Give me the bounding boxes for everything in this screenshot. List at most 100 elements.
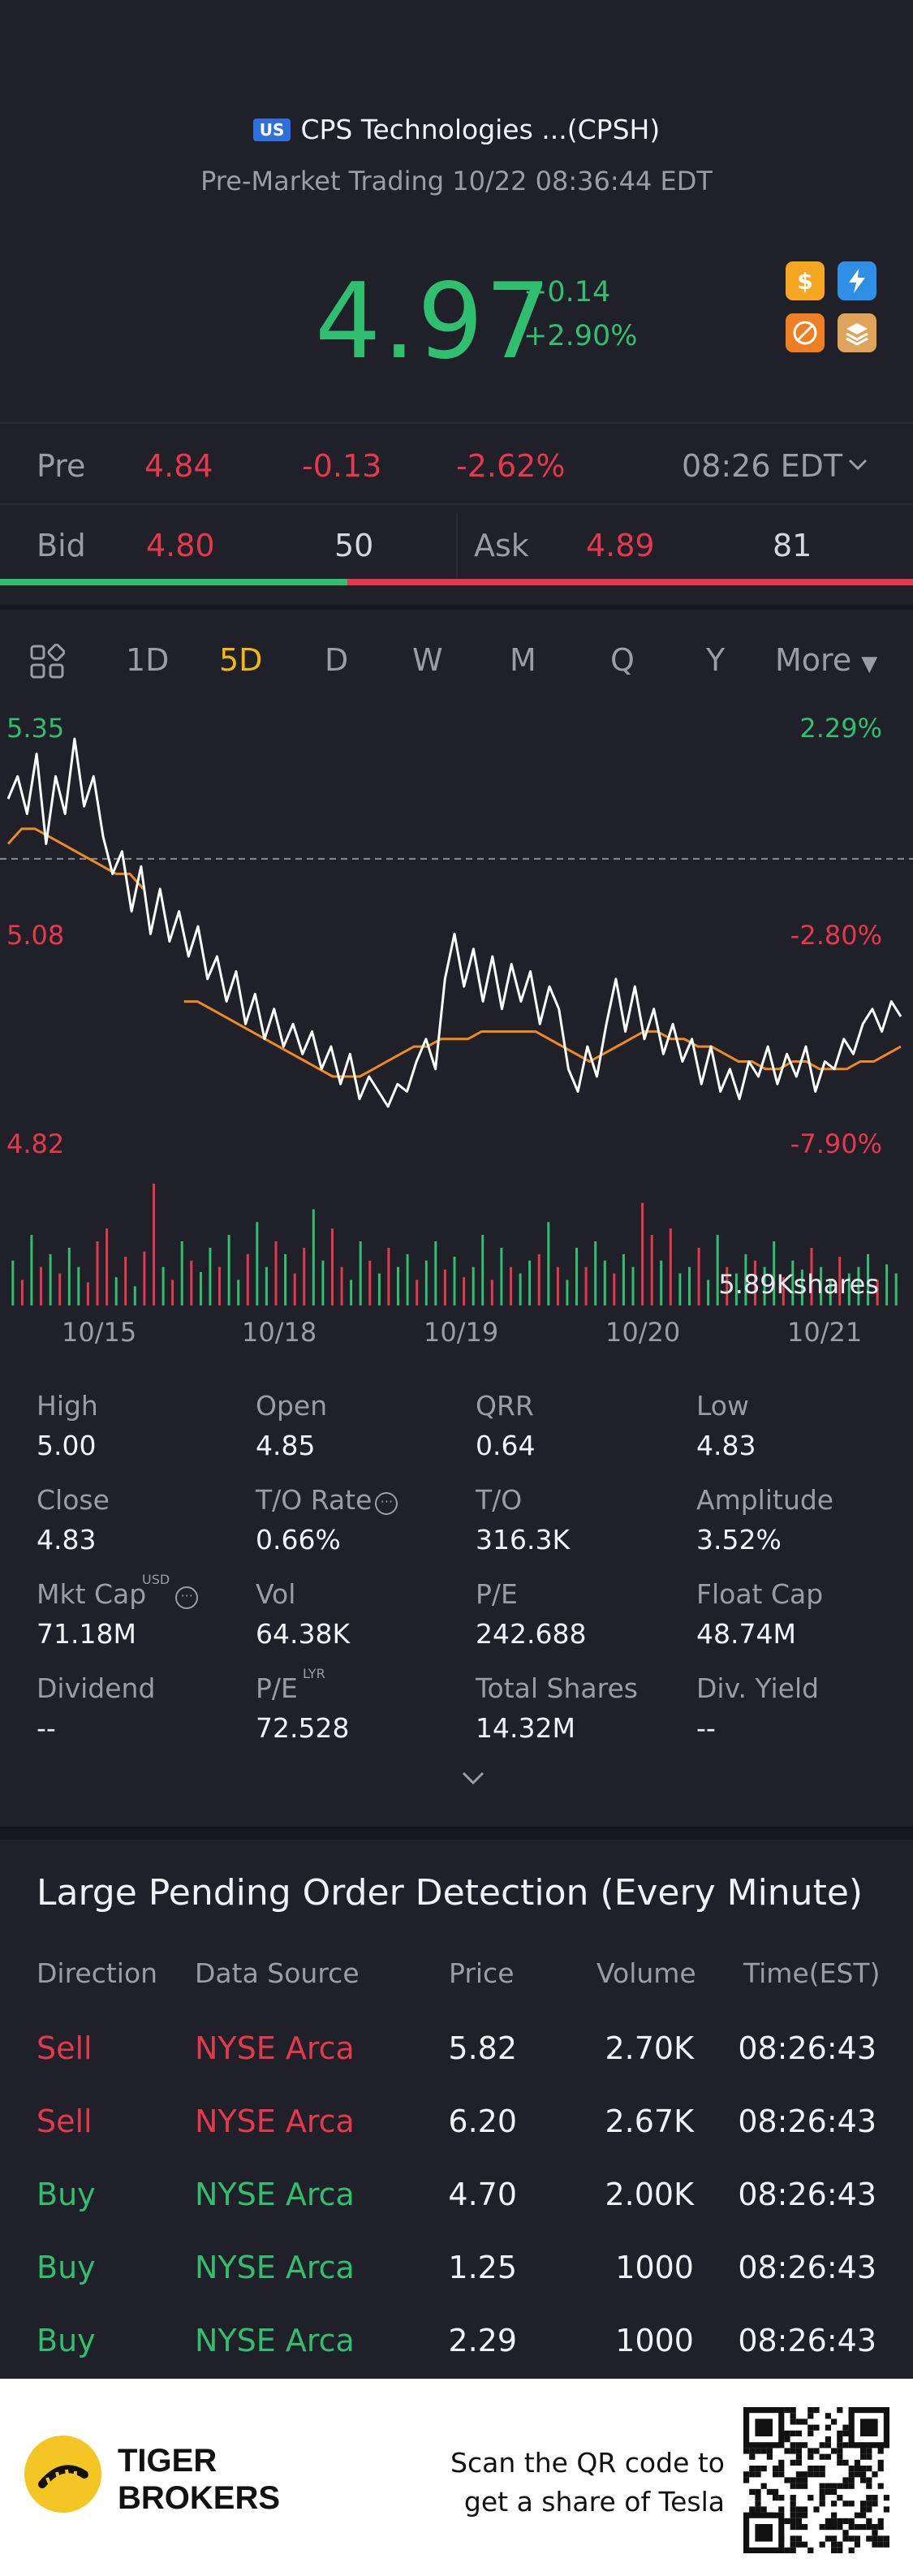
qr-module: [860, 2500, 867, 2507]
qr-module: [819, 2495, 825, 2501]
volume-bar: [40, 1266, 42, 1305]
qr-module: [802, 2471, 808, 2478]
qr-module: [883, 2535, 889, 2542]
chart-canvas[interactable]: [0, 714, 913, 1348]
tab-d[interactable]: D: [325, 642, 349, 678]
stat-label: Close: [37, 1484, 110, 1516]
order-volume: 1000: [615, 2250, 694, 2285]
dollar-icon[interactable]: $: [786, 261, 825, 300]
price-chart[interactable]: 5.35 5.08 4.82 2.29% -2.80% -7.90% 5.89K…: [0, 713, 913, 1348]
volume-bar: [161, 1266, 165, 1305]
volume-bar: [519, 1273, 522, 1305]
qr-module: [866, 2483, 872, 2489]
qr-module: [854, 2535, 860, 2542]
qr-module: [848, 2524, 855, 2531]
qr-module: [795, 2471, 802, 2478]
tab-q[interactable]: Q: [610, 642, 635, 678]
tab-5d[interactable]: 5D: [219, 642, 263, 678]
stat-vol: Vol 64.38K: [256, 1578, 350, 1650]
volume-bar: [603, 1260, 606, 1305]
qr-module: [883, 2541, 889, 2548]
tab-y[interactable]: Y: [706, 642, 726, 678]
volume-bar: [124, 1257, 127, 1305]
qr-module: [866, 2518, 872, 2524]
qr-module: [860, 2419, 878, 2436]
qr-module: [866, 2495, 872, 2501]
stats-grid: High 5.00 Open 4.85 QRR 0.64 Low 4.83 Close 4…: [0, 1380, 913, 1835]
qr-module: [807, 2413, 814, 2419]
qr-module: [825, 2413, 831, 2419]
qr-module: [877, 2448, 884, 2454]
volume-bar: [190, 1260, 193, 1305]
layout-grid-icon[interactable]: [29, 643, 66, 683]
expand-chevron-icon[interactable]: [459, 1768, 488, 1791]
tab-more[interactable]: More ▼: [775, 642, 877, 678]
volume-bar: [556, 1266, 559, 1305]
stack-icon[interactable]: [838, 313, 876, 352]
qr-module: [778, 2466, 785, 2472]
order-price: 2.29: [448, 2323, 517, 2358]
more-info-icon[interactable]: ···: [375, 1492, 398, 1515]
order-time: 08:26:43: [738, 2030, 876, 2066]
volume-bar: [575, 1247, 578, 1305]
volume-bar: [20, 1279, 24, 1305]
qr-module: [825, 2483, 831, 2489]
tab-m[interactable]: M: [510, 642, 536, 678]
volume-bar: [857, 1266, 860, 1305]
qr-module: [837, 2442, 843, 2449]
tab-w[interactable]: W: [412, 642, 443, 678]
qr-module: [883, 2495, 889, 2501]
stat-label: Dividend: [37, 1672, 156, 1704]
volume-bar: [829, 1279, 832, 1305]
volume-bar: [566, 1279, 569, 1305]
ask-strength-bar: [347, 579, 913, 585]
qr-module: [778, 2459, 785, 2466]
qr-module: [831, 2512, 838, 2518]
qr-module: [802, 2483, 808, 2489]
qr-module: [854, 2466, 860, 2472]
qr-module: [877, 2466, 884, 2472]
session-timestamp: Pre-Market Trading 10/22 08:36:44 EDT: [200, 166, 713, 196]
chevron-down-icon[interactable]: [846, 448, 870, 484]
lightning-icon[interactable]: [838, 261, 876, 300]
qr-module: [848, 2518, 855, 2524]
volume-bar: [500, 1247, 503, 1305]
no-fee-icon[interactable]: [786, 313, 825, 352]
more-info-icon[interactable]: ···: [175, 1586, 199, 1609]
volume-bar: [867, 1253, 869, 1305]
qr-module: [790, 2512, 796, 2518]
volume-bar: [697, 1247, 700, 1305]
stat-value: 4.83: [696, 1430, 756, 1461]
promo-footer: TIGER BROKERS Scan the QR code to get a …: [0, 2379, 913, 2576]
qr-module: [819, 2488, 825, 2495]
qr-module: [877, 2459, 884, 2466]
order-time: 08:26:43: [738, 2104, 876, 2139]
volume-bar: [49, 1253, 52, 1305]
qr-code[interactable]: [743, 2407, 889, 2553]
qr-module: [795, 2453, 802, 2460]
stat-value: 72.528: [256, 1712, 350, 1744]
stat-value: 4.83: [37, 1524, 97, 1556]
stat-label: QRR: [476, 1390, 534, 1422]
stat-value: 5.00: [37, 1430, 97, 1461]
x-tick-label: 10/19: [424, 1317, 499, 1348]
order-source: NYSE Arca: [195, 2104, 355, 2139]
qr-module: [819, 2500, 825, 2507]
qr-module: [755, 2466, 761, 2472]
volume-bar: [303, 1247, 306, 1305]
qr-module: [842, 2518, 849, 2524]
order-time: 08:26:43: [738, 2250, 876, 2285]
qr-module: [807, 2424, 814, 2431]
pre-market-row[interactable]: Pre 4.84 -0.13 -2.62% 08:26 EDT: [0, 422, 913, 503]
tab-1d[interactable]: 1D: [126, 642, 170, 678]
price-line: [6, 737, 902, 1108]
qr-module: [773, 2495, 779, 2501]
qr-module: [831, 2541, 838, 2548]
volume-bar: [171, 1279, 174, 1305]
stat-label: P/E: [256, 1672, 298, 1704]
volume-bar: [820, 1266, 823, 1305]
axis-left-high: 5.35: [6, 713, 65, 744]
volume-bar: [584, 1266, 588, 1305]
stat-label: Float Cap: [696, 1578, 824, 1610]
volume-bar: [734, 1273, 738, 1305]
